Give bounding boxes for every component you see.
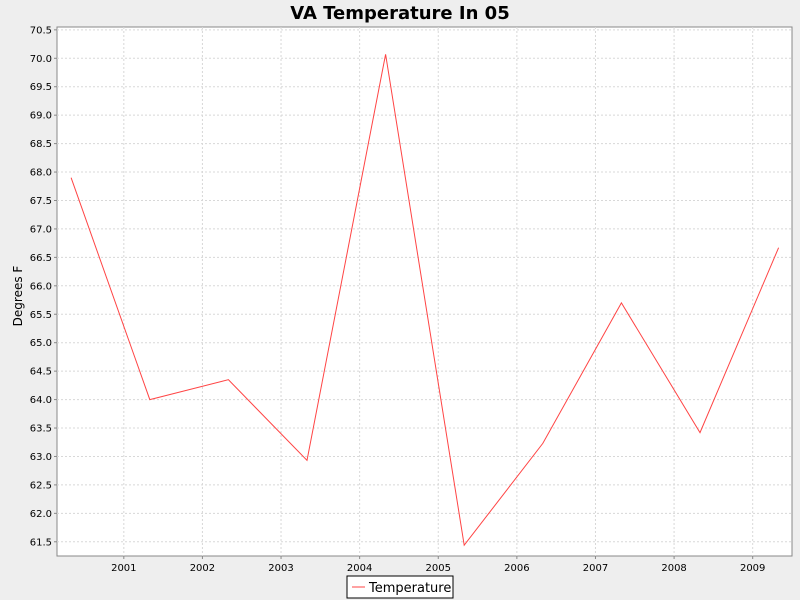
y-tick-label: 65.5: [30, 310, 52, 321]
y-tick-label: 66.0: [30, 281, 52, 292]
series-line-temperature: [70, 54, 780, 547]
y-tick-label: 62.5: [30, 480, 52, 491]
y-tick-label: 70.0: [30, 54, 52, 65]
grid: [57, 27, 792, 556]
x-axis: 2001 2002 2003 2004 2005 2006 2007 2008 2009: [111, 556, 765, 574]
y-tick-label: 64.0: [30, 395, 52, 406]
x-tick-label: 2007: [583, 563, 608, 574]
y-tick-label: 68.0: [30, 168, 52, 179]
y-tick-label: 64.5: [30, 367, 52, 378]
y-axis-label: Degrees F: [11, 266, 25, 327]
x-tick-label: 2006: [504, 563, 529, 574]
y-tick-label: 67.0: [30, 224, 52, 235]
legend-box: [346, 575, 454, 599]
y-tick-label: 62.0: [30, 509, 52, 520]
y-tick-label: 65.0: [30, 338, 52, 349]
y-axis: 61.5 62.0 62.5 63.0 63.5 64.0 64.5 65.0 65.5 66.0…: [30, 25, 57, 548]
x-tick-label: 2005: [426, 563, 451, 574]
y-tick-label: 68.5: [30, 139, 52, 150]
series-layer: [70, 54, 780, 547]
y-tick-label: 61.5: [30, 537, 52, 548]
y-tick-label: 63.0: [30, 452, 52, 463]
legend-label-temperature: Temperature: [368, 581, 451, 596]
x-tick-label: 2003: [268, 563, 293, 574]
x-tick-label: 2008: [661, 563, 686, 574]
y-tick-label: 63.5: [30, 424, 52, 435]
y-tick-label: 67.5: [30, 196, 52, 207]
x-tick-label: 2002: [190, 563, 215, 574]
x-tick-label: 2009: [740, 563, 765, 574]
x-tick-label: 2004: [347, 563, 372, 574]
y-tick-label: 69.5: [30, 82, 52, 93]
chart-title: VA Temperature In 05: [290, 3, 509, 24]
legend: Temperature: [346, 575, 454, 599]
y-tick-label: 66.5: [30, 253, 52, 264]
x-tick-label: 2001: [111, 563, 136, 574]
y-tick-label: 70.5: [30, 25, 52, 36]
plot-area: [56, 26, 793, 557]
y-tick-label: 69.0: [30, 111, 52, 122]
